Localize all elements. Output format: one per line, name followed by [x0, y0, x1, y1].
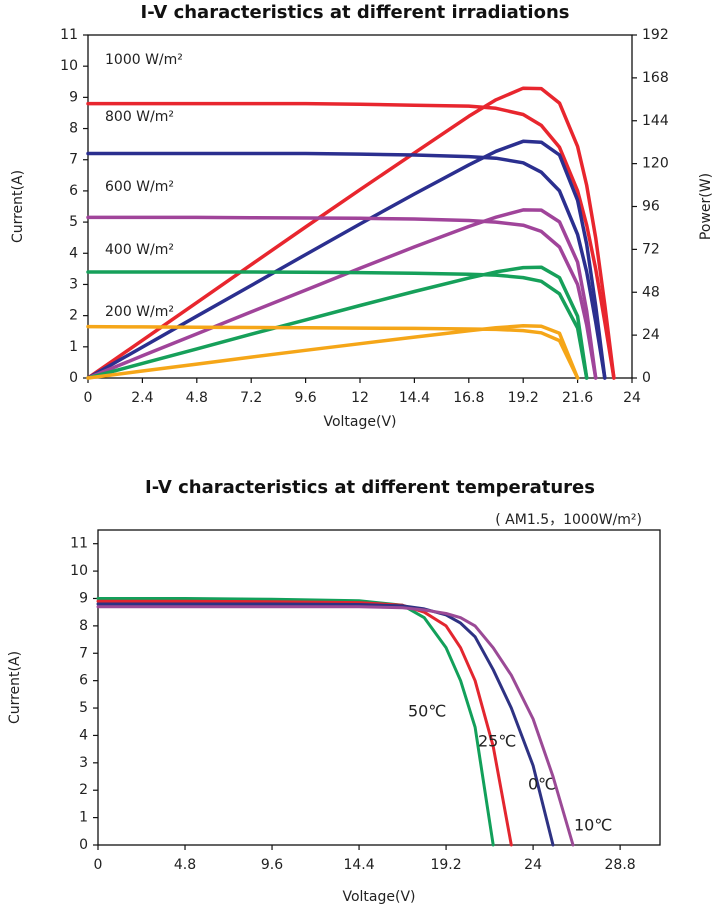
- x-tick-label: 19.2: [430, 857, 461, 873]
- y-tick-label: 0: [79, 837, 88, 853]
- curve-label: 0℃: [528, 775, 556, 794]
- y-tick-label: 4: [69, 245, 78, 261]
- x-tick-label: 24: [524, 857, 542, 873]
- y-tick-label: 3: [79, 755, 88, 771]
- x-tick-label: 24: [623, 390, 641, 406]
- y2-tick-label: 48: [642, 284, 660, 300]
- y-tick-label: 10: [60, 58, 78, 74]
- plot-frame: [97, 529, 661, 846]
- y-tick-label: 10: [70, 563, 88, 579]
- y-tick-label: 2: [69, 308, 78, 324]
- y2-tick-label: 144: [642, 113, 669, 129]
- x-axis-label: Voltage(V): [342, 889, 415, 905]
- x-tick-label: 19.2: [508, 390, 539, 406]
- curve-label: 200 W/m²: [105, 304, 174, 320]
- y-tick-label: 6: [79, 673, 88, 689]
- x-tick-label: 9.6: [261, 857, 283, 873]
- x-tick-label: 4.8: [186, 390, 208, 406]
- x-tick-label: 4.8: [174, 857, 196, 873]
- chart-subtitle: ( AM1.5，1000W/m²): [495, 512, 642, 528]
- current-curve: [96, 602, 555, 847]
- y-tick-label: 7: [79, 645, 88, 661]
- y2-tick-label: 120: [642, 156, 669, 172]
- y-tick-label: 7: [69, 152, 78, 168]
- y-axis-label: Current(A): [10, 170, 26, 243]
- x-axis-label: Voltage(V): [323, 414, 396, 430]
- y-tick-label: 5: [79, 700, 88, 716]
- current-curve: [86, 215, 598, 380]
- y2-tick-label: 96: [642, 199, 660, 215]
- y-tick-label: 8: [79, 618, 88, 634]
- y-tick-label: 5: [69, 214, 78, 230]
- x-tick-label: 16.8: [453, 390, 484, 406]
- y-tick-label: 3: [69, 276, 78, 292]
- curve-label: 800 W/m²: [105, 109, 174, 125]
- x-tick-label: 12: [351, 390, 369, 406]
- y-tick-label: 1: [79, 810, 88, 826]
- y-tick-label: 9: [69, 89, 78, 105]
- x-tick-label: 7.2: [240, 390, 262, 406]
- y2-tick-label: 0: [642, 370, 651, 386]
- curve-label: 400 W/m²: [105, 242, 174, 258]
- x-tick-label: 14.4: [343, 857, 374, 873]
- current-curve: [96, 605, 575, 847]
- current-curve: [86, 324, 580, 380]
- x-tick-label: 2.4: [131, 390, 153, 406]
- curve-label: 25℃: [478, 732, 516, 751]
- y-tick-label: 11: [60, 27, 78, 43]
- y-axis-label: Current(A): [7, 651, 23, 724]
- chart-title: I-V characteristics at different irradia…: [141, 2, 570, 23]
- y-tick-label: 8: [69, 121, 78, 137]
- x-tick-label: 9.6: [294, 390, 316, 406]
- curve-label: 50℃: [408, 702, 446, 721]
- x-tick-label: 0: [84, 390, 93, 406]
- y-tick-label: 2: [79, 782, 88, 798]
- curve-label: 600 W/m²: [105, 179, 174, 195]
- power-curve: [86, 139, 607, 380]
- y-tick-label: 11: [70, 536, 88, 552]
- y2-tick-label: 24: [642, 327, 660, 343]
- y-tick-label: 1: [69, 339, 78, 355]
- current-curve: [86, 270, 589, 380]
- x-tick-label: 14.4: [399, 390, 430, 406]
- x-tick-label: 21.6: [562, 390, 593, 406]
- y-tick-label: 0: [69, 370, 78, 386]
- y2-tick-label: 192: [642, 27, 669, 43]
- y2-tick-label: 168: [642, 70, 669, 86]
- x-tick-label: 0: [94, 857, 103, 873]
- x-tick-label: 28.8: [605, 857, 636, 873]
- current-curve: [96, 599, 513, 847]
- y2-axis-label: Power(W): [698, 173, 714, 240]
- power-curve: [86, 324, 580, 380]
- current-curve: [96, 597, 495, 847]
- y-tick-label: 9: [79, 590, 88, 606]
- curve-label: 1000 W/m²: [105, 52, 183, 68]
- curve-label: 10℃: [574, 816, 612, 835]
- current-curve: [86, 101, 616, 380]
- chart-title: I-V characteristics at different tempera…: [145, 477, 595, 498]
- y2-tick-label: 72: [642, 241, 660, 257]
- y-tick-label: 6: [69, 183, 78, 199]
- power-curve: [86, 265, 589, 380]
- y-tick-label: 4: [79, 727, 88, 743]
- power-curve: [86, 86, 616, 380]
